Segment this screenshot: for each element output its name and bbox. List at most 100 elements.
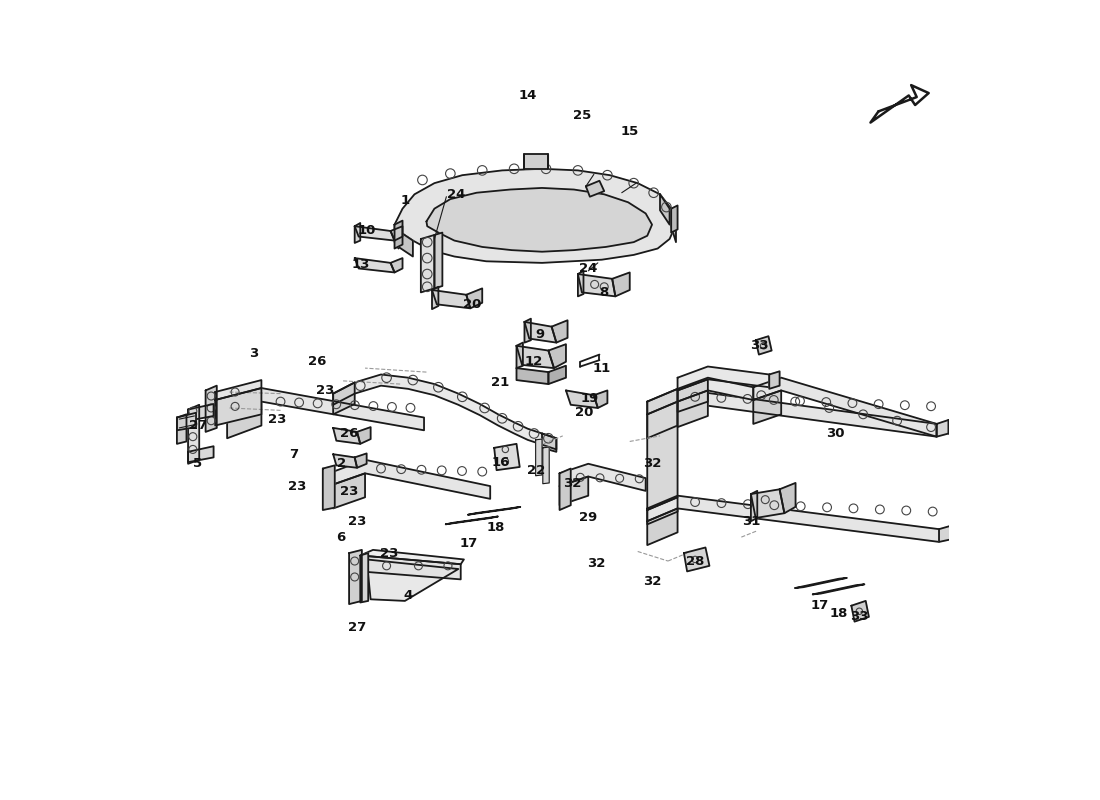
Polygon shape	[216, 380, 262, 400]
Text: 3: 3	[249, 347, 258, 360]
Text: 22: 22	[527, 464, 544, 477]
Polygon shape	[594, 390, 607, 408]
Polygon shape	[813, 584, 865, 594]
Text: 32: 32	[642, 575, 661, 588]
Polygon shape	[937, 420, 948, 437]
Polygon shape	[671, 206, 678, 233]
Polygon shape	[560, 464, 646, 491]
Text: 27: 27	[348, 621, 366, 634]
Polygon shape	[948, 420, 957, 438]
Text: 30: 30	[826, 427, 845, 440]
Polygon shape	[549, 344, 565, 368]
Polygon shape	[432, 290, 471, 308]
Polygon shape	[177, 414, 187, 444]
Text: 31: 31	[741, 514, 760, 528]
Polygon shape	[227, 388, 424, 430]
Text: 33: 33	[749, 339, 768, 352]
Polygon shape	[333, 474, 365, 509]
Polygon shape	[565, 390, 597, 408]
Polygon shape	[177, 413, 196, 430]
Polygon shape	[188, 405, 199, 464]
Polygon shape	[647, 389, 678, 510]
Polygon shape	[322, 466, 334, 510]
Polygon shape	[354, 223, 361, 243]
Polygon shape	[754, 390, 781, 424]
Polygon shape	[517, 368, 549, 384]
Text: 24: 24	[579, 262, 597, 275]
Text: 32: 32	[563, 478, 582, 490]
Polygon shape	[366, 559, 459, 601]
Text: 23: 23	[348, 514, 366, 528]
Polygon shape	[578, 271, 583, 296]
Polygon shape	[358, 427, 371, 444]
Polygon shape	[395, 225, 398, 249]
Text: 11: 11	[593, 362, 611, 374]
Polygon shape	[780, 483, 795, 514]
Text: 14: 14	[518, 89, 537, 102]
Polygon shape	[560, 477, 588, 506]
Polygon shape	[678, 379, 708, 412]
Polygon shape	[432, 286, 439, 309]
Text: 17: 17	[460, 537, 477, 550]
Polygon shape	[333, 428, 361, 444]
Polygon shape	[560, 469, 571, 510]
Polygon shape	[333, 382, 354, 414]
Polygon shape	[427, 188, 652, 252]
Polygon shape	[349, 550, 362, 604]
Polygon shape	[754, 378, 937, 437]
Polygon shape	[525, 318, 531, 342]
Text: 5: 5	[194, 458, 202, 470]
Polygon shape	[494, 444, 519, 470]
Polygon shape	[466, 288, 482, 308]
Polygon shape	[188, 446, 213, 462]
Polygon shape	[671, 209, 676, 242]
Text: 10: 10	[358, 225, 376, 238]
Polygon shape	[684, 547, 710, 571]
Polygon shape	[613, 273, 629, 296]
Text: 25: 25	[573, 109, 591, 122]
Text: 4: 4	[404, 589, 412, 602]
Polygon shape	[795, 578, 847, 588]
Text: 33: 33	[850, 610, 869, 623]
Polygon shape	[188, 404, 213, 421]
Polygon shape	[549, 366, 565, 384]
Polygon shape	[678, 390, 708, 427]
Polygon shape	[395, 221, 403, 249]
Text: 23: 23	[340, 485, 359, 498]
Text: 20: 20	[575, 406, 594, 419]
Polygon shape	[647, 498, 678, 524]
Polygon shape	[390, 226, 403, 241]
Polygon shape	[206, 386, 217, 432]
Polygon shape	[361, 550, 464, 564]
Text: 12: 12	[525, 355, 543, 368]
Polygon shape	[333, 374, 557, 450]
Polygon shape	[751, 490, 784, 518]
Polygon shape	[939, 526, 950, 542]
Text: 17: 17	[811, 599, 828, 612]
Text: 23: 23	[288, 479, 307, 493]
Polygon shape	[398, 231, 412, 257]
Text: 16: 16	[492, 456, 509, 469]
Text: 23: 23	[268, 414, 286, 426]
Text: 18: 18	[486, 521, 505, 534]
Polygon shape	[395, 169, 676, 263]
Polygon shape	[354, 226, 395, 241]
Text: 8: 8	[598, 286, 608, 299]
Polygon shape	[678, 378, 754, 402]
Polygon shape	[678, 366, 769, 390]
Polygon shape	[361, 555, 461, 579]
Polygon shape	[536, 439, 542, 476]
Polygon shape	[517, 342, 522, 368]
Polygon shape	[647, 389, 937, 437]
Text: 15: 15	[620, 125, 639, 138]
Polygon shape	[870, 85, 928, 122]
Text: 9: 9	[536, 328, 544, 341]
Text: 2: 2	[337, 458, 345, 470]
Text: 13: 13	[351, 258, 370, 271]
Polygon shape	[542, 447, 549, 484]
Text: 29: 29	[579, 511, 597, 525]
Polygon shape	[421, 235, 434, 292]
Polygon shape	[542, 434, 557, 452]
Polygon shape	[434, 233, 442, 288]
Polygon shape	[660, 194, 670, 225]
